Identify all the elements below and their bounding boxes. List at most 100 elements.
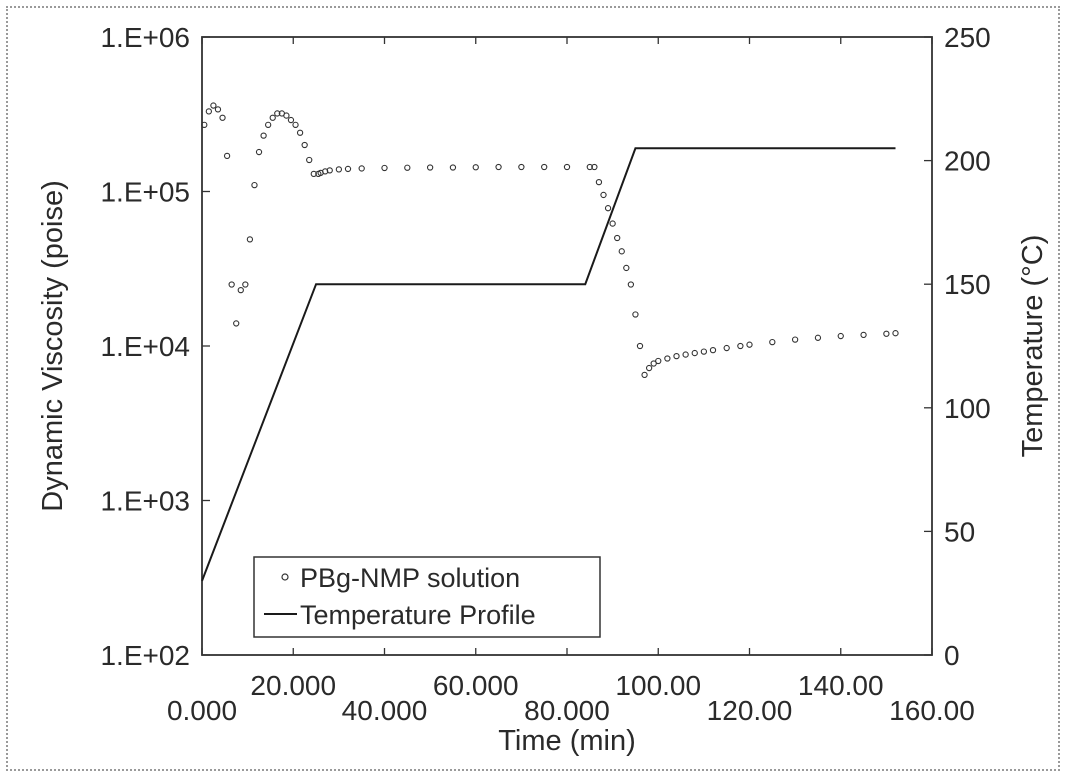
right-y-axis-title: Temperature (°C): [1017, 235, 1049, 458]
viscosity-point: [664, 355, 671, 362]
viscosity-point: [237, 286, 244, 294]
viscosity-point: [335, 166, 343, 173]
viscosity-point: [306, 156, 313, 164]
left-y-tick-label: 1.E+03: [100, 486, 190, 517]
viscosity-point: [201, 121, 208, 129]
x-tick-label: 20.000: [250, 670, 336, 701]
right-y-tick-label: 250: [944, 22, 991, 53]
viscosity-point: [269, 114, 276, 121]
viscosity-series: [201, 102, 899, 379]
viscosity-point: [627, 281, 635, 288]
right-y-tick-label: 50: [944, 516, 975, 547]
right-y-axis-ticks: 0 50 100 150 200 250: [924, 22, 991, 671]
viscosity-point: [673, 352, 680, 360]
viscosity-point: [344, 165, 352, 173]
legend-box: [253, 556, 601, 638]
x-tick-label: 0.000: [167, 695, 237, 726]
legend-label-viscosity: PBg-NMP solution: [300, 563, 520, 593]
viscosity-point: [892, 330, 899, 337]
right-y-tick-label: 100: [944, 393, 991, 424]
viscosity-point: [358, 165, 365, 172]
viscosity-point: [700, 348, 708, 355]
viscosity-point: [292, 121, 299, 129]
viscosity-point: [472, 164, 479, 171]
viscosity-point: [296, 129, 304, 136]
viscosity-point: [791, 336, 799, 343]
viscosity-point: [769, 338, 776, 346]
viscosity-point: [301, 141, 308, 149]
viscosity-point: [265, 121, 272, 129]
viscosity-point: [737, 342, 744, 350]
viscosity-point: [495, 163, 502, 171]
viscosity-point: [246, 236, 254, 243]
left-y-tick-label: 1.E+05: [100, 177, 190, 208]
viscosity-point: [600, 191, 607, 199]
viscosity-point: [623, 264, 630, 272]
viscosity-point: [682, 351, 689, 358]
viscosity-point: [228, 281, 235, 288]
viscosity-point: [205, 108, 212, 115]
viscosity-point: [426, 164, 434, 171]
x-tick-label: 80.000: [524, 695, 610, 726]
viscosity-point: [233, 320, 240, 327]
x-tick-label: 60.000: [433, 670, 519, 701]
legend: PBg-NMP solution Temperature Profile: [253, 556, 601, 638]
viscosity-point: [219, 114, 226, 121]
chart-frame: [6, 6, 1060, 771]
viscosity-point: [518, 163, 525, 171]
viscosity-point: [655, 357, 662, 365]
viscosity-point: [650, 360, 657, 367]
viscosity-point: [645, 364, 653, 372]
viscosity-point: [609, 220, 616, 227]
left-y-tick-label: 1.E+04: [100, 331, 190, 362]
viscosity-point: [604, 205, 612, 212]
viscosity-point: [310, 170, 317, 178]
viscosity-point: [883, 330, 890, 337]
viscosity-point: [242, 281, 249, 288]
viscosity-point: [283, 112, 290, 119]
viscosity-point: [618, 248, 625, 255]
x-tick-label: 120.00: [707, 695, 793, 726]
viscosity-point: [746, 341, 753, 348]
viscosity-point: [260, 132, 267, 139]
viscosity-point: [814, 334, 822, 341]
viscosity-point: [595, 178, 603, 186]
x-tick-label: 160.00: [889, 695, 975, 726]
viscosity-point: [837, 332, 844, 340]
viscosity-point: [641, 371, 648, 379]
viscosity-point: [691, 349, 698, 357]
viscosity-point: [274, 110, 281, 117]
viscosity-point: [214, 106, 222, 113]
left-y-tick-label: 1.E+02: [100, 640, 190, 671]
right-y-tick-label: 0: [944, 640, 960, 671]
left-y-axis-ticks: 1.E+02 1.E+03 1.E+04 1.E+05 1.E+06: [100, 22, 210, 671]
viscosity-point: [287, 116, 295, 124]
viscosity-point: [210, 102, 217, 109]
x-axis-ticks: 0.000 40.000 80.000 120.00 160.00 20.000 60.00…: [167, 37, 975, 726]
x-tick-label: 40.000: [342, 695, 428, 726]
viscosity-point: [860, 331, 867, 339]
x-axis-title: Time (min): [498, 725, 635, 757]
viscosity-point: [255, 148, 263, 156]
viscosity-point: [591, 163, 598, 171]
viscosity-point: [563, 163, 571, 171]
temperature-series: [201, 147, 896, 582]
right-y-tick-label: 200: [944, 146, 991, 177]
viscosity-point: [223, 152, 231, 160]
viscosity-point: [636, 342, 644, 350]
viscosity-point: [251, 181, 258, 189]
right-y-tick-label: 150: [944, 269, 991, 300]
viscosity-point: [709, 347, 717, 354]
x-tick-label: 140.00: [798, 670, 884, 701]
viscosity-point: [449, 164, 457, 171]
viscosity-point: [326, 167, 333, 174]
temperature-line: [201, 147, 896, 582]
viscosity-point: [586, 163, 593, 171]
legend-marker-viscosity: [281, 573, 289, 581]
left-y-tick-label: 1.E+06: [100, 22, 190, 53]
viscosity-point: [723, 344, 730, 352]
viscosity-point: [404, 164, 411, 171]
left-y-axis-title: Dynamic Viscosity (poise): [37, 180, 69, 511]
viscosity-point: [614, 234, 621, 242]
